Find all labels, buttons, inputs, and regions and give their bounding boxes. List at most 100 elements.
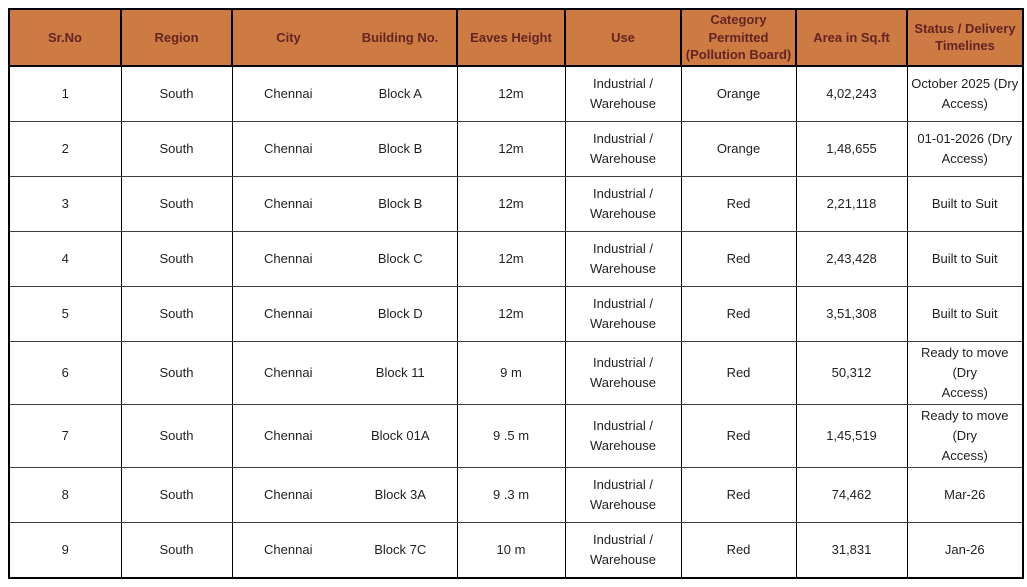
table-row: 8 South Chennai Block 3A 9 .3 m Industrial / … <box>8 467 1024 524</box>
cell-region: South <box>120 285 233 342</box>
cell-category: Red <box>680 175 797 232</box>
cell-sr-no: 2 <box>8 120 122 177</box>
table-row: 7 South Chennai Block 01A 9 .5 m Industrial /… <box>8 404 1024 469</box>
cell-use: Industrial / Warehouse <box>564 285 682 342</box>
cell-building-no: Block 7C <box>344 522 458 579</box>
cell-status: Jan-26 <box>906 522 1024 579</box>
cell-eaves-height: 9 m <box>456 340 566 406</box>
cell-sr-no: 1 <box>8 65 122 122</box>
cell-region: South <box>120 65 233 122</box>
cell-category: Orange <box>680 65 797 122</box>
cell-area-sqft: 1,48,655 <box>795 120 908 177</box>
cell-category: Red <box>680 467 797 524</box>
table-row: 6 South Chennai Block 11 9 m Industrial / War… <box>8 340 1024 406</box>
cell-building-no: Block A <box>344 65 458 122</box>
cell-use: Industrial / Warehouse <box>564 120 682 177</box>
cell-use: Industrial / Warehouse <box>564 522 682 579</box>
cell-status: Ready to move (Dry Access) <box>906 340 1024 406</box>
cell-use: Industrial / Warehouse <box>564 175 682 232</box>
col-header-sr-no: Sr.No <box>8 8 122 67</box>
cell-eaves-height: 10 m <box>456 522 566 579</box>
cell-use: Industrial / Warehouse <box>564 404 682 469</box>
cell-sr-no: 8 <box>8 467 122 524</box>
buildings-table: Sr.No Region City Building No. Eaves Hei… <box>8 8 1024 580</box>
cell-use: Industrial / Warehouse <box>564 467 682 524</box>
cell-category: Red <box>680 285 797 342</box>
cell-city: Chennai <box>231 65 344 122</box>
cell-area-sqft: 50,312 <box>795 340 908 406</box>
cell-area-sqft: 3,51,308 <box>795 285 908 342</box>
col-header-category: Category Permitted (Pollution Board) <box>680 8 797 67</box>
cell-region: South <box>120 467 233 524</box>
cell-region: South <box>120 120 233 177</box>
cell-use: Industrial / Warehouse <box>564 340 682 406</box>
cell-status: October 2025 (Dry Access) <box>906 65 1024 122</box>
cell-eaves-height: 9 .3 m <box>456 467 566 524</box>
cell-category: Red <box>680 340 797 406</box>
cell-area-sqft: 31,831 <box>795 522 908 579</box>
table-row: 1 South Chennai Block A 12m Industrial / Ware… <box>8 65 1024 122</box>
cell-city: Chennai <box>231 120 344 177</box>
cell-city: Chennai <box>231 340 344 406</box>
cell-category: Red <box>680 522 797 579</box>
cell-building-no: Block 11 <box>344 340 458 406</box>
cell-status: Mar-26 <box>906 467 1024 524</box>
col-header-use: Use <box>564 8 682 67</box>
cell-area-sqft: 2,21,118 <box>795 175 908 232</box>
cell-area-sqft: 1,45,519 <box>795 404 908 469</box>
cell-eaves-height: 12m <box>456 120 566 177</box>
table-row: 5 South Chennai Block D 12m Industrial / Ware… <box>8 285 1024 342</box>
cell-region: South <box>120 340 233 406</box>
col-header-building-no: Building No. <box>344 8 458 67</box>
cell-eaves-height: 12m <box>456 175 566 232</box>
table-row: 9 South Chennai Block 7C 10 m Industrial / Wa… <box>8 522 1024 579</box>
table-row: 4 South Chennai Block C 12m Industrial / Ware… <box>8 230 1024 287</box>
cell-city: Chennai <box>231 285 344 342</box>
cell-region: South <box>120 175 233 232</box>
col-header-area: Area in Sq.ft <box>795 8 908 67</box>
col-header-eaves-height: Eaves Height <box>456 8 566 67</box>
cell-category: Red <box>680 230 797 287</box>
col-header-city: City <box>231 8 344 67</box>
cell-region: South <box>120 404 233 469</box>
cell-sr-no: 7 <box>8 404 122 469</box>
table-header: Sr.No Region City Building No. Eaves Hei… <box>8 8 1024 67</box>
cell-city: Chennai <box>231 175 344 232</box>
cell-building-no: Block 01A <box>344 404 458 469</box>
cell-area-sqft: 4,02,243 <box>795 65 908 122</box>
cell-building-no: Block 3A <box>344 467 458 524</box>
cell-status: Built to Suit <box>906 230 1024 287</box>
cell-area-sqft: 2,43,428 <box>795 230 908 287</box>
cell-eaves-height: 12m <box>456 65 566 122</box>
cell-eaves-height: 12m <box>456 285 566 342</box>
cell-status: 01-01-2026 (Dry Access) <box>906 120 1024 177</box>
cell-sr-no: 6 <box>8 340 122 406</box>
cell-use: Industrial / Warehouse <box>564 65 682 122</box>
cell-eaves-height: 12m <box>456 230 566 287</box>
cell-city: Chennai <box>231 467 344 524</box>
cell-building-no: Block B <box>344 175 458 232</box>
cell-category: Orange <box>680 120 797 177</box>
cell-category: Red <box>680 404 797 469</box>
cell-sr-no: 3 <box>8 175 122 232</box>
cell-status: Ready to move (Dry Access) <box>906 404 1024 469</box>
cell-building-no: Block C <box>344 230 458 287</box>
cell-use: Industrial / Warehouse <box>564 230 682 287</box>
cell-eaves-height: 9 .5 m <box>456 404 566 469</box>
cell-building-no: Block D <box>344 285 458 342</box>
cell-city: Chennai <box>231 230 344 287</box>
cell-area-sqft: 74,462 <box>795 467 908 524</box>
cell-sr-no: 4 <box>8 230 122 287</box>
col-header-status: Status / Delivery Timelines <box>906 8 1024 67</box>
col-header-region: Region <box>120 8 233 67</box>
cell-city: Chennai <box>231 522 344 579</box>
table-body: 1 South Chennai Block A 12m Industrial / Ware… <box>8 65 1024 579</box>
cell-building-no: Block B <box>344 120 458 177</box>
cell-region: South <box>120 522 233 579</box>
cell-city: Chennai <box>231 404 344 469</box>
header-row: Sr.No Region City Building No. Eaves Hei… <box>8 8 1024 67</box>
cell-status: Built to Suit <box>906 175 1024 232</box>
cell-sr-no: 9 <box>8 522 122 579</box>
cell-sr-no: 5 <box>8 285 122 342</box>
